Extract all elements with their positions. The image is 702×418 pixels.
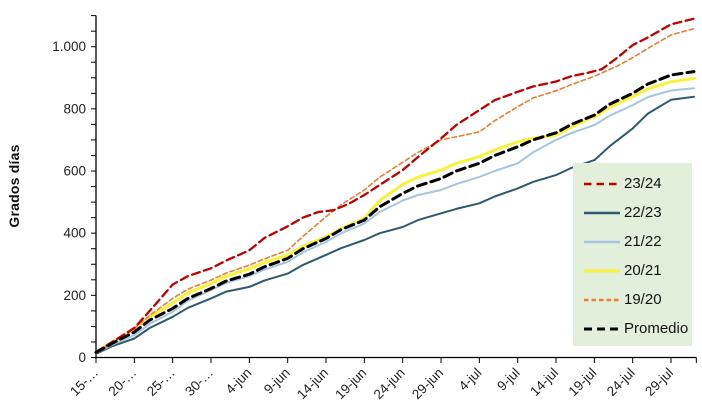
y-tick-label: 1.000 xyxy=(52,39,86,54)
x-tick-label: 19-jun xyxy=(332,365,369,402)
legend-label: 23/24 xyxy=(624,175,662,192)
x-tick-label: 29-jul xyxy=(642,365,676,399)
y-tick-label: 600 xyxy=(63,164,86,179)
legend-swatch-line xyxy=(584,269,620,272)
series-line-21-22 xyxy=(95,87,695,355)
legend-entry-23-24: 23/24 xyxy=(582,169,692,198)
legend-entry-promedio: Promedio xyxy=(582,314,692,343)
y-tick-label: 400 xyxy=(63,226,86,241)
x-tick-label: 30-… xyxy=(182,365,216,399)
legend-label: 19/20 xyxy=(624,291,662,308)
legend-swatch-line xyxy=(584,327,620,330)
x-tick-label: 4-jun xyxy=(223,365,255,397)
legend-label: Promedio xyxy=(624,320,689,337)
legend-swatch-line xyxy=(584,211,620,214)
x-tick-label: 9-jun xyxy=(261,365,293,397)
x-tick-label: 15-… xyxy=(67,365,101,399)
x-tick-label: 9-jul xyxy=(494,365,523,394)
x-tick-label: 14-jul xyxy=(527,365,561,399)
x-tick-label: 14-jun xyxy=(294,365,331,402)
x-tick-label: 19-jul xyxy=(566,365,600,399)
legend-entry-22-23: 22/23 xyxy=(582,198,692,227)
x-tick-label: 25-… xyxy=(144,365,178,399)
legend-label: 20/21 xyxy=(624,262,662,279)
series-line-20-21 xyxy=(94,76,696,354)
y-tick-label: 0 xyxy=(78,350,86,365)
y-tick-label: 200 xyxy=(63,288,86,303)
series-line-19-20 xyxy=(95,27,695,354)
y-axis-title: Grados días xyxy=(6,144,22,228)
legend: 23/24 22/23 21/22 20/21 19/20 Promedio xyxy=(573,163,692,346)
x-tick-label: 29-jun xyxy=(409,365,446,402)
legend-entry-21-22: 21/22 xyxy=(582,227,692,256)
x-tick-label: 20-… xyxy=(106,365,140,399)
series-line-23-24 xyxy=(94,17,696,354)
x-tick-label: 4-jul xyxy=(456,365,485,394)
x-tick-label: 24-jun xyxy=(371,365,408,402)
legend-swatch-line xyxy=(584,182,620,185)
legend-label: 21/22 xyxy=(624,233,662,250)
x-tick-label: 24-jul xyxy=(604,365,638,399)
legend-entry-20-21: 20/21 xyxy=(582,256,692,285)
legend-swatch-line xyxy=(584,298,620,301)
legend-swatch-line xyxy=(584,240,620,243)
series-line-promedio xyxy=(94,70,696,354)
legend-label: 22/23 xyxy=(624,204,662,221)
legend-entry-19-20: 19/20 xyxy=(582,285,692,314)
series-line-22-23 xyxy=(95,95,695,355)
y-tick-label: 800 xyxy=(63,101,86,116)
